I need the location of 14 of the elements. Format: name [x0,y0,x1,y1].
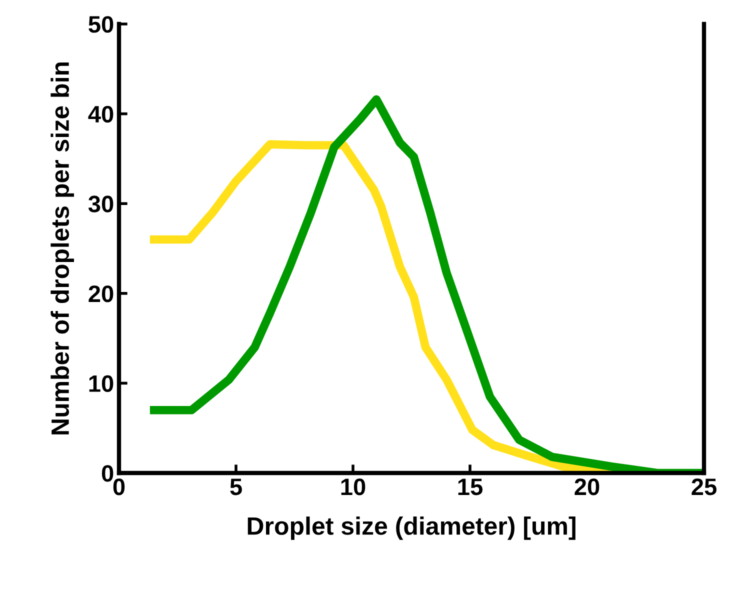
x-tick-label: 20 [574,478,600,496]
x-tick-label: 10 [341,478,366,496]
x-tick-label: 5 [230,478,242,496]
y-tick-label: 50 [88,16,114,33]
y-tick-label: 10 [89,375,114,392]
x-axis-title: Droplet size (diameter) [um] [248,516,576,540]
y-tick-label: 20 [88,285,114,302]
y-tick-label: 0 [102,465,114,482]
y-tick-label: 40 [88,106,114,123]
y-axis-title: Number of droplets per size bin [50,62,74,434]
x-tick-label: 15 [458,478,482,496]
x-tick-label: 25 [692,478,716,496]
x-tick-label: 0 [113,478,125,496]
y-tick-label: 30 [88,196,114,212]
